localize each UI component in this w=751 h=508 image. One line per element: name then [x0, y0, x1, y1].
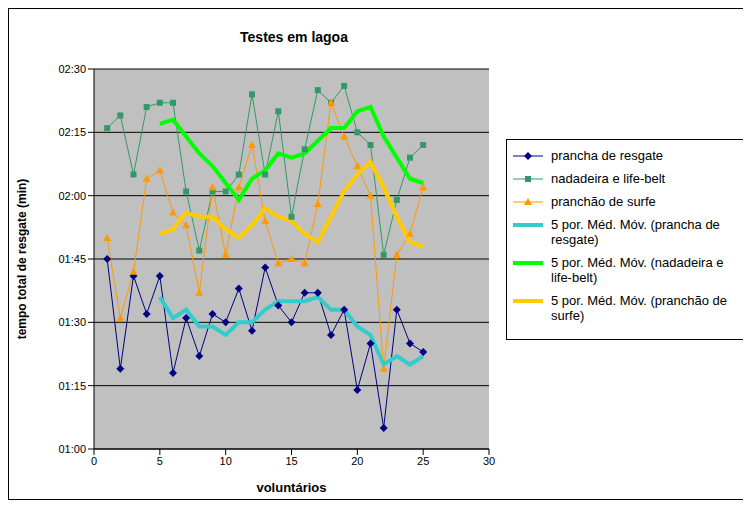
html-text:nadadeira e life-belt: nadadeira e life-belt: [551, 171, 666, 186]
svg-text:tempo total de resgate (min): tempo total de resgate (min): [15, 179, 29, 340]
html-text:pranchão de surfe: pranchão de surfe: [551, 194, 656, 209]
svg-text:30: 30: [483, 455, 495, 467]
svg-text:15: 15: [285, 455, 297, 467]
html-text:Testes em lagoa: Testes em lagoa: [240, 29, 348, 45]
svg-text:01:45: 01:45: [58, 253, 86, 265]
svg-text:01:30: 01:30: [58, 316, 86, 328]
svg-text:02:30: 02:30: [58, 63, 86, 75]
html-text:5 por. Méd. Móv. (nadadeira e: 5 por. Méd. Móv. (nadadeira e life-belt): [551, 255, 724, 285]
html-text:5 por. Méd. Móv. (pranchão de: 5 por. Méd. Móv. (pranchão de surfe): [551, 293, 728, 323]
svg-text:0: 0: [91, 455, 97, 467]
svg-text:10: 10: [220, 455, 232, 467]
svg-text:01:00: 01:00: [58, 443, 86, 455]
svg-text:voluntários: voluntários: [256, 480, 326, 495]
svg-text:25: 25: [417, 455, 429, 467]
svg-text:02:15: 02:15: [58, 126, 86, 138]
html-text:5 por. Méd. Móv. (prancha de r: 5 por. Méd. Móv. (prancha de resgate): [551, 217, 720, 247]
svg-text:5: 5: [157, 455, 163, 467]
svg-text:02:00: 02:00: [58, 190, 86, 202]
html-text:prancha de resgate: prancha de resgate: [551, 148, 663, 163]
svg-text:20: 20: [351, 455, 363, 467]
svg-text:01:15: 01:15: [58, 380, 86, 392]
